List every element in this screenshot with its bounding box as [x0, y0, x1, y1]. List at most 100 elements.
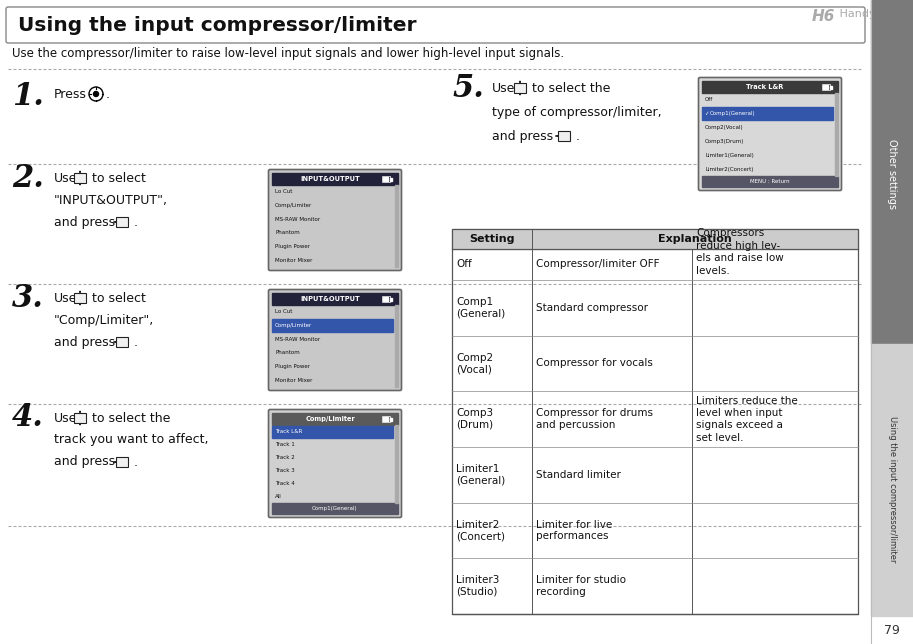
Text: 79: 79	[884, 623, 900, 636]
FancyBboxPatch shape	[698, 77, 842, 191]
Text: to select: to select	[92, 292, 146, 305]
Bar	[383, 417, 388, 421]
Bar	[871, 0, 913, 344]
Text: H6: H6	[812, 9, 835, 24]
Text: Press: Press	[54, 88, 87, 100]
Text: Limiter for studio
recording: Limiter for studio recording	[536, 575, 626, 597]
Bar	[382, 176, 390, 182]
Text: Limiter1
(General): Limiter1 (General)	[456, 464, 505, 486]
Text: Track 4: Track 4	[275, 481, 295, 486]
Text: and press: and press	[54, 455, 115, 468]
Text: "INPUT&OUTPUT",: "INPUT&OUTPUT",	[54, 193, 168, 207]
Bar	[383, 177, 388, 181]
Bar	[514, 83, 526, 93]
Text: "Comp/Limiter",: "Comp/Limiter",	[54, 314, 154, 327]
Bar	[702, 176, 838, 187]
Text: Comp/Limiter: Comp/Limiter	[275, 203, 312, 208]
FancyBboxPatch shape	[268, 410, 402, 518]
Bar	[390, 298, 392, 301]
Bar	[272, 293, 398, 305]
Text: ✓: ✓	[704, 111, 708, 117]
Bar	[830, 86, 832, 88]
Bar	[74, 413, 87, 423]
Text: 2.: 2.	[12, 162, 44, 193]
Text: Using the input compressor/limiter: Using the input compressor/limiter	[18, 15, 416, 35]
Text: .: .	[134, 216, 138, 229]
Text: Limiter2(Concert): Limiter2(Concert)	[705, 167, 753, 171]
Text: Track 3: Track 3	[275, 468, 295, 473]
Text: Compressor for vocals: Compressor for vocals	[536, 359, 653, 368]
Text: Limiter for live
performances: Limiter for live performances	[536, 520, 613, 542]
Text: Lo Cut: Lo Cut	[275, 309, 292, 314]
Text: Plugin Power: Plugin Power	[275, 244, 310, 249]
Text: Use: Use	[54, 292, 78, 305]
Text: 5.: 5.	[452, 73, 484, 104]
Bar	[74, 293, 87, 303]
Text: and press: and press	[492, 129, 553, 142]
Bar	[452, 229, 858, 614]
Text: Standard limiter: Standard limiter	[536, 470, 621, 480]
Bar	[382, 296, 390, 302]
Text: Standard compressor: Standard compressor	[536, 303, 648, 313]
Bar	[74, 173, 87, 183]
Bar	[395, 185, 398, 267]
Text: track you want to affect,: track you want to affect,	[54, 433, 208, 446]
Text: Compressor for drums
and percussion: Compressor for drums and percussion	[536, 408, 653, 430]
Text: Compressor/limiter OFF: Compressor/limiter OFF	[536, 260, 659, 269]
Text: INPUT&OUTPUT: INPUT&OUTPUT	[300, 176, 360, 182]
Text: Comp2(Vocal): Comp2(Vocal)	[705, 125, 743, 130]
Text: Handy Recorder: Handy Recorder	[836, 9, 913, 19]
Text: Explanation: Explanation	[658, 234, 732, 244]
Bar	[871, 344, 913, 616]
Text: .: .	[576, 129, 580, 142]
Text: Track L&R: Track L&R	[275, 429, 302, 434]
Text: Phantom: Phantom	[275, 231, 299, 235]
Text: to select the: to select the	[532, 82, 611, 95]
Text: Limiters reduce the
level when input
signals exceed a
set level.: Limiters reduce the level when input sig…	[696, 395, 798, 442]
Text: MS-RAW Monitor: MS-RAW Monitor	[275, 337, 320, 342]
Bar	[272, 503, 398, 514]
Text: Use the compressor/limiter to raise low-level input signals and lower high-level: Use the compressor/limiter to raise low-…	[12, 47, 564, 60]
Bar	[702, 81, 838, 93]
Text: Other settings: Other settings	[887, 139, 897, 209]
Text: Comp/Limiter: Comp/Limiter	[275, 323, 312, 328]
Text: 1.: 1.	[12, 80, 44, 111]
Bar	[116, 457, 129, 467]
Bar	[382, 416, 390, 422]
Text: .: .	[134, 455, 138, 468]
Text: Phantom: Phantom	[275, 350, 299, 355]
Bar	[383, 297, 388, 301]
Text: Limiter1(General): Limiter1(General)	[705, 153, 754, 158]
Bar	[835, 93, 838, 176]
Bar	[822, 84, 830, 90]
Text: to select the: to select the	[92, 412, 171, 424]
Text: Comp1
(General): Comp1 (General)	[456, 297, 505, 319]
Text: .: .	[106, 88, 110, 100]
Bar	[390, 417, 392, 421]
Bar	[272, 319, 393, 332]
Text: Compressors
reduce high lev-
els and raise low
levels.: Compressors reduce high lev- els and rai…	[696, 229, 783, 276]
Text: and press: and press	[54, 336, 115, 348]
Text: Use: Use	[54, 412, 78, 424]
Text: MENU : Return: MENU : Return	[750, 179, 790, 184]
Text: Comp/Limiter: Comp/Limiter	[305, 416, 355, 422]
Text: Track L&R: Track L&R	[746, 84, 783, 90]
Text: Monitor Mixer: Monitor Mixer	[275, 258, 312, 263]
Text: Off: Off	[456, 260, 472, 269]
Text: type of compressor/limiter,: type of compressor/limiter,	[492, 106, 662, 118]
FancyBboxPatch shape	[6, 7, 865, 43]
Bar	[272, 413, 398, 425]
Bar	[116, 337, 129, 347]
Text: Comp2
(Vocal): Comp2 (Vocal)	[456, 353, 493, 374]
Text: Lo Cut: Lo Cut	[275, 189, 292, 194]
Text: Track 2: Track 2	[275, 455, 295, 460]
Bar	[558, 131, 571, 141]
Text: Use: Use	[492, 82, 515, 95]
Bar	[390, 178, 392, 180]
Text: MS-RAW Monitor: MS-RAW Monitor	[275, 216, 320, 222]
Text: Limiter3
(Studio): Limiter3 (Studio)	[456, 575, 499, 597]
Text: Comp3(Drum): Comp3(Drum)	[705, 139, 744, 144]
Bar	[395, 305, 398, 387]
Text: 3.: 3.	[12, 283, 44, 314]
Text: All: All	[275, 494, 282, 499]
